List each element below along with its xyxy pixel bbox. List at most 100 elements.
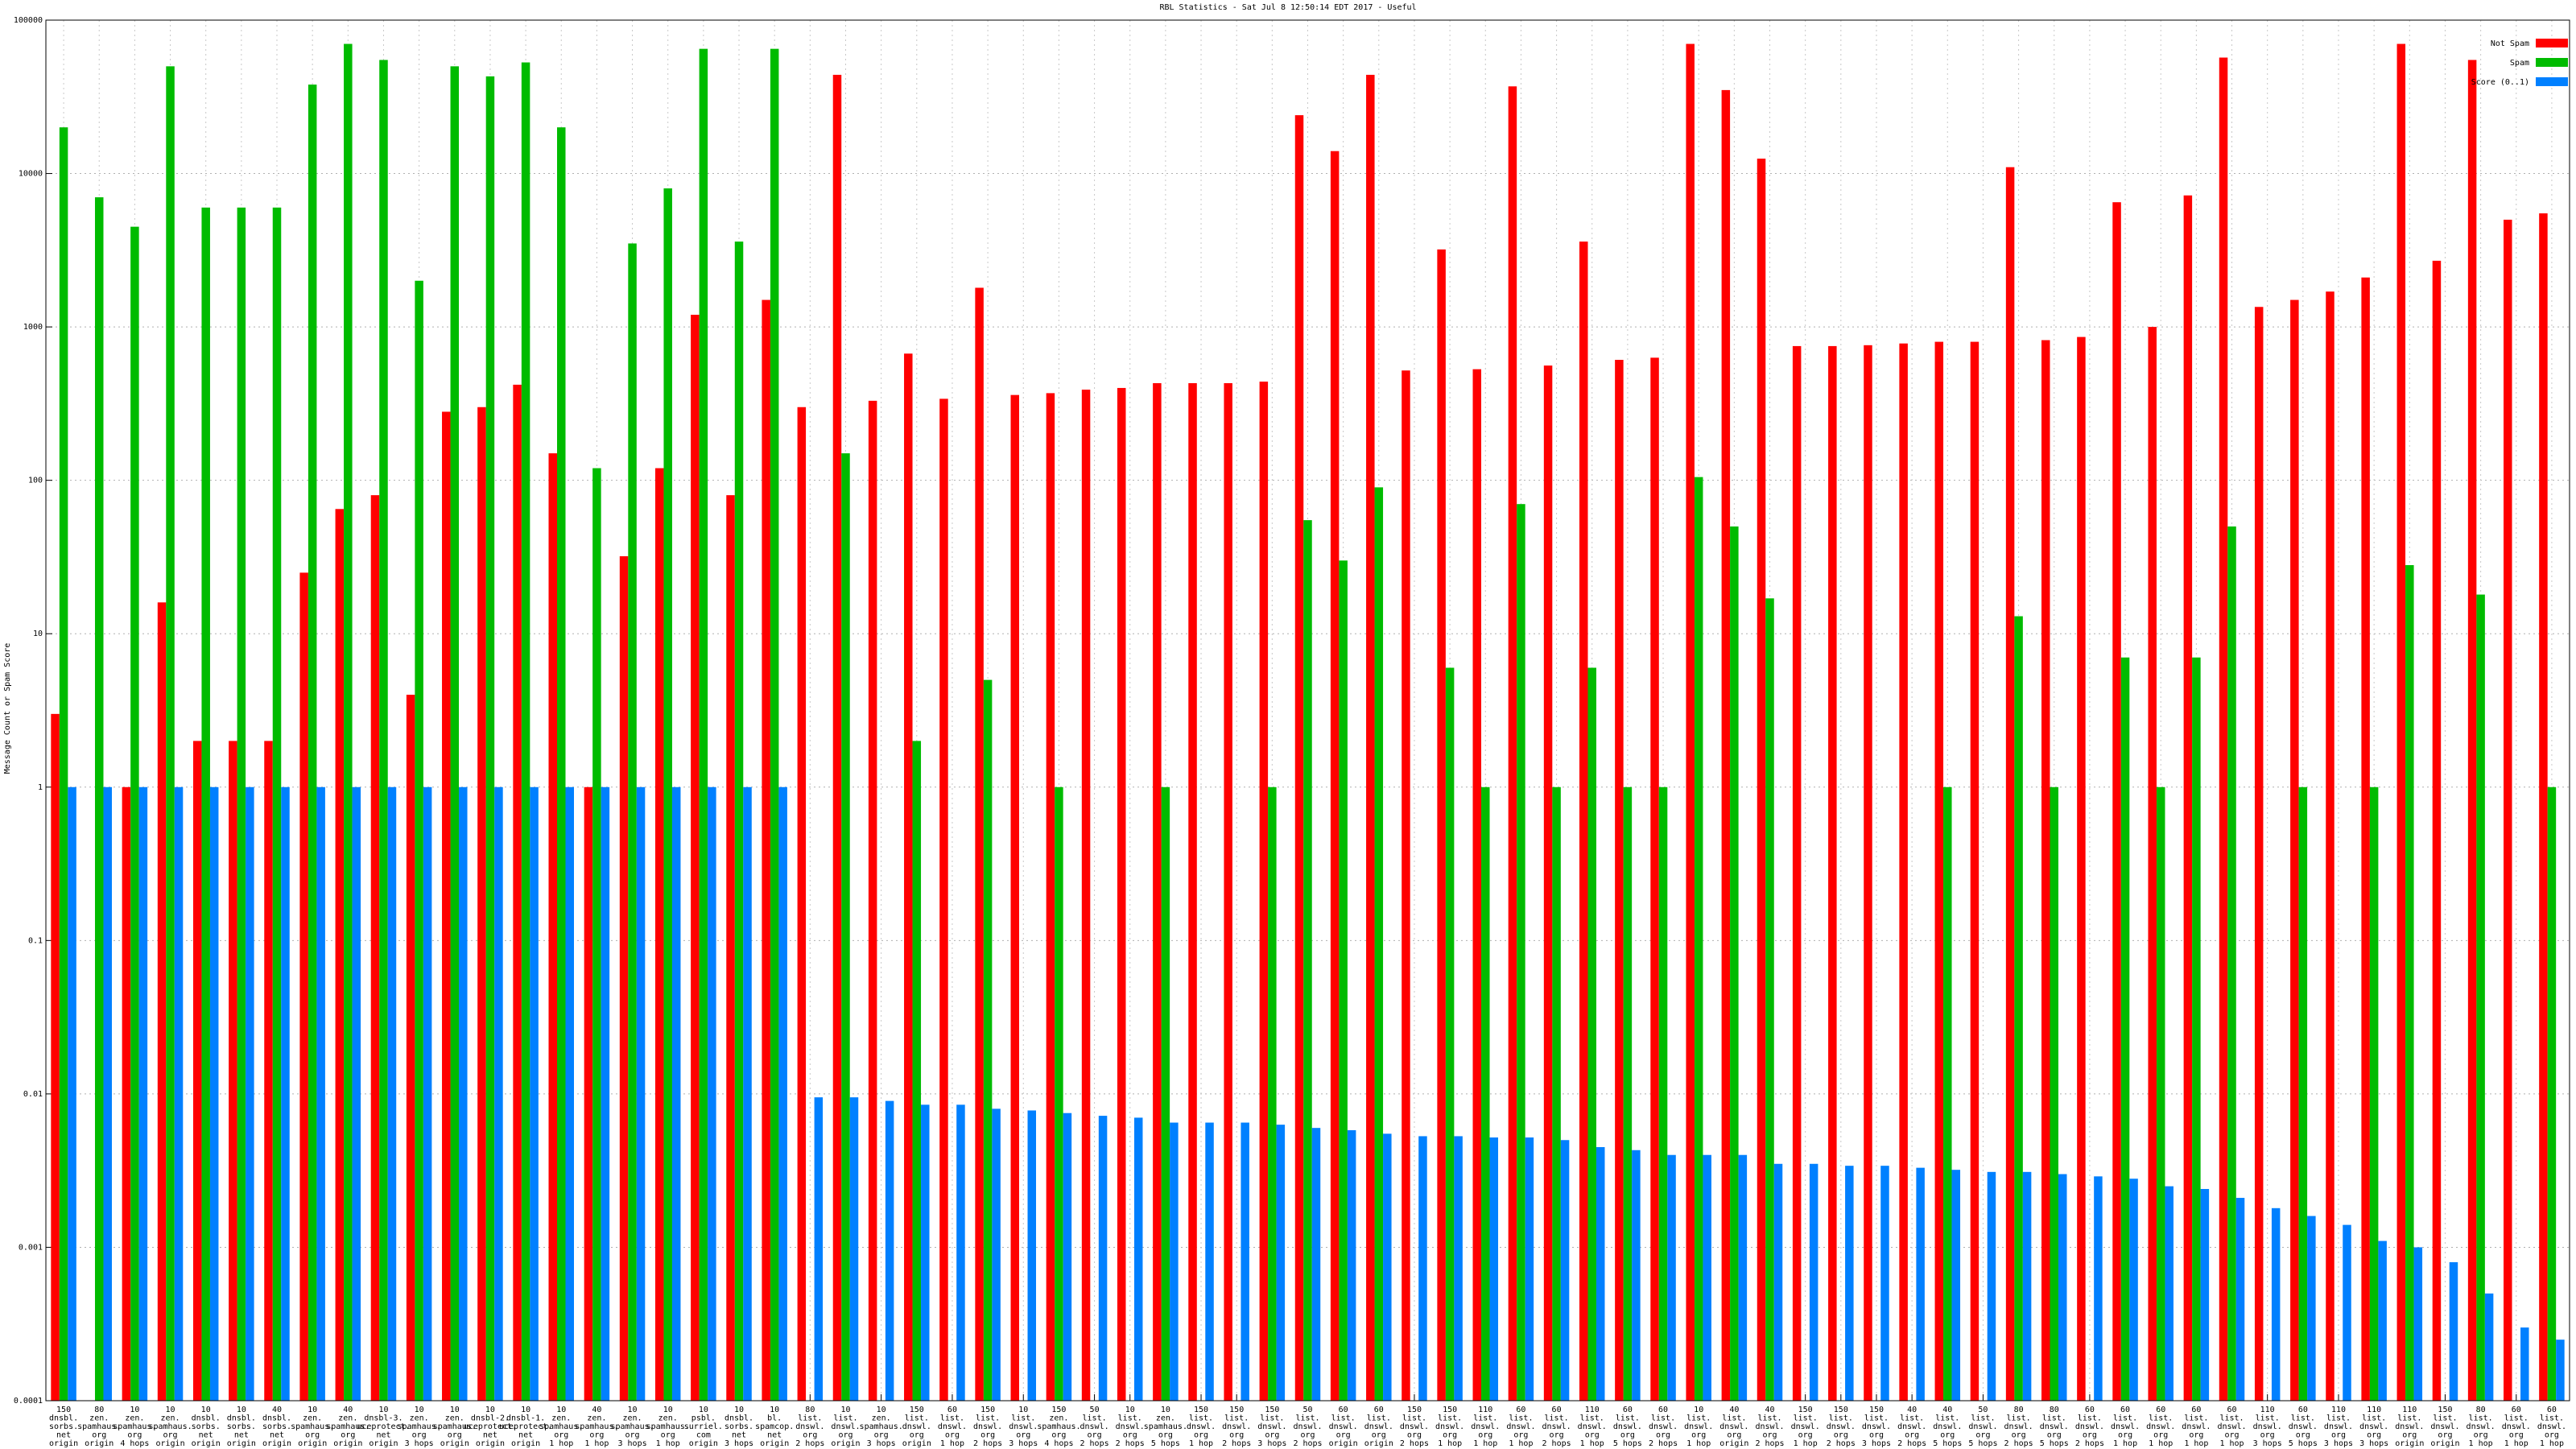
- x-tick-label-line: org: [127, 1431, 142, 1440]
- x-tick-label-line: dnswl.: [1578, 1422, 1607, 1431]
- x-tick-label-line: 3 hops: [2359, 1439, 2388, 1448]
- x-tick-label-line: 80: [2014, 1406, 2024, 1414]
- x-tick-label-line: org: [448, 1431, 462, 1440]
- bar: [1481, 786, 1490, 1401]
- x-tick-label-line: psbl.: [691, 1414, 716, 1423]
- bar: [939, 398, 948, 1402]
- bar: [1268, 786, 1277, 1401]
- x-tick-label-line: org: [2331, 1431, 2346, 1440]
- x-tick-label-line: list.: [2113, 1414, 2137, 1423]
- x-tick-label-line: spamcop.: [755, 1422, 794, 1431]
- x-tick-label-line: 50: [1302, 1406, 1312, 1414]
- bar: [1765, 598, 1774, 1401]
- x-tick-label-line: uceprotect.: [357, 1422, 410, 1431]
- x-tick-label-line: 2 hops: [973, 1439, 1002, 1448]
- x-tick-label-line: list.: [2362, 1414, 2386, 1423]
- x-tick-label-line: origin: [689, 1439, 718, 1448]
- bar: [1987, 1171, 1996, 1401]
- x-tick-label: 40 list. dnswl. org 2 hops: [1755, 1406, 1784, 1448]
- bar: [2148, 327, 2157, 1402]
- x-tick-label-line: 10: [201, 1406, 211, 1414]
- x-tick-label-line: 1 hop: [2540, 1439, 2564, 1448]
- bar: [1339, 560, 1348, 1401]
- x-tick-label-line: 150: [1443, 1406, 1457, 1414]
- x-tick-label-line: zen.: [1156, 1414, 1175, 1423]
- x-tick-label-line: 60: [1623, 1406, 1633, 1414]
- bar: [209, 786, 219, 1401]
- x-tick-label-line: 1 hop: [2113, 1439, 2137, 1448]
- legend-swatch: [2536, 58, 2568, 67]
- bar: [699, 48, 708, 1402]
- x-tick-label-line: uceprotect.: [464, 1422, 517, 1431]
- x-tick-label-line: origin: [333, 1439, 362, 1448]
- x-tick-label-line: org: [2509, 1431, 2524, 1440]
- bar: [1259, 382, 1269, 1401]
- x-tick-label-line: 1 hop: [549, 1439, 573, 1448]
- x-tick-label-line: 4 hops: [120, 1439, 149, 1448]
- x-tick-label: 150 list. dnswl. org 1 hop: [1791, 1406, 1820, 1448]
- bar: [1757, 159, 1766, 1401]
- bar: [849, 1097, 859, 1401]
- x-tick-label-line: org: [1265, 1431, 1279, 1440]
- x-tick-label-line: dnswl.: [2217, 1422, 2246, 1431]
- bar: [1445, 667, 1455, 1401]
- bar: [1809, 1163, 1818, 1401]
- bar: [601, 786, 610, 1401]
- x-tick-label-line: spamhaus.: [148, 1422, 192, 1431]
- x-tick-label: 10 zen. spamhaus. org 3 hops: [398, 1406, 441, 1448]
- x-tick-label-line: origin: [262, 1439, 291, 1448]
- x-tick-label-line: dnswl.: [1755, 1422, 1784, 1431]
- bar: [1437, 249, 1446, 1401]
- x-tick-label-line: list.: [2007, 1414, 2031, 1423]
- x-tick-label-line: list.: [2433, 1414, 2457, 1423]
- x-tick-label-line: origin: [298, 1439, 327, 1448]
- x-tick-label: 60 list. dnswl. org 2 hops: [2075, 1406, 2104, 1448]
- bar: [912, 741, 922, 1401]
- x-tick-label-line: spamhaus.: [398, 1422, 441, 1431]
- x-tick-label-line: 5 hops: [1151, 1439, 1180, 1448]
- bar: [68, 786, 76, 1401]
- x-tick-label: 150 list. dnswl. org 2 hops: [1827, 1406, 1856, 1448]
- x-tick-label-line: dnswl.: [2111, 1422, 2140, 1431]
- x-tick-label-line: 1 hop: [2469, 1439, 2493, 1448]
- x-tick-label-line: origin: [1719, 1439, 1748, 1448]
- x-tick-label-line: org: [1762, 1431, 1777, 1440]
- bar: [246, 786, 254, 1401]
- x-tick-label-line: dnswl.: [2359, 1422, 2388, 1431]
- x-tick-label: 80 list. dnswl. org 5 hops: [2040, 1406, 2069, 1448]
- x-tick-label-line: origin: [760, 1439, 789, 1448]
- x-tick-label-line: 2 hops: [2004, 1439, 2033, 1448]
- x-tick-label: 60 list. dnswl. org 1 hop: [2502, 1406, 2531, 1448]
- x-tick-label-line: zen.: [623, 1414, 642, 1423]
- x-tick-label-line: 1 hop: [584, 1439, 609, 1448]
- x-tick-label-line: 2 hops: [2075, 1439, 2104, 1448]
- y-tick-label: 0.1: [28, 936, 43, 945]
- bar: [157, 602, 167, 1401]
- x-tick-label-line: zen.: [445, 1414, 464, 1423]
- x-tick-label: 10 list. dnswl. org 3 hops: [1009, 1406, 1038, 1448]
- x-tick-label-line: 1 hop: [1438, 1439, 1462, 1448]
- x-tick-label-line: 50: [1090, 1406, 1100, 1414]
- x-tick-label: 10 zen. spamhaus. org 4 hops: [113, 1406, 156, 1448]
- bar: [921, 1104, 930, 1401]
- x-tick-label-line: org: [2545, 1431, 2559, 1440]
- bar: [1525, 1137, 1534, 1401]
- x-tick-label-line: 10: [628, 1406, 638, 1414]
- x-tick-label-line: 10: [663, 1406, 673, 1414]
- bar: [2120, 657, 2130, 1401]
- bar: [450, 66, 460, 1402]
- bar: [2378, 1241, 2387, 1401]
- x-tick-label-line: org: [1940, 1431, 1955, 1440]
- x-tick-label: 60 list. dnswl. org origin: [1329, 1406, 1358, 1448]
- x-tick-label-line: org: [305, 1431, 320, 1440]
- x-tick-label: 150 list. dnswl. org origin: [2430, 1406, 2459, 1448]
- bar: [1303, 520, 1312, 1401]
- x-tick-label-line: dnsbl.: [192, 1414, 221, 1423]
- bar: [1517, 504, 1525, 1401]
- x-tick-label-line: zen.: [410, 1414, 429, 1423]
- x-tick-label-line: list.: [1545, 1414, 1569, 1423]
- x-tick-label-line: 2 hops: [1222, 1439, 1251, 1448]
- x-tick-label-line: 10: [556, 1406, 566, 1414]
- x-tick-label-line: 60: [2227, 1406, 2237, 1414]
- x-tick-label-line: 10: [415, 1406, 424, 1414]
